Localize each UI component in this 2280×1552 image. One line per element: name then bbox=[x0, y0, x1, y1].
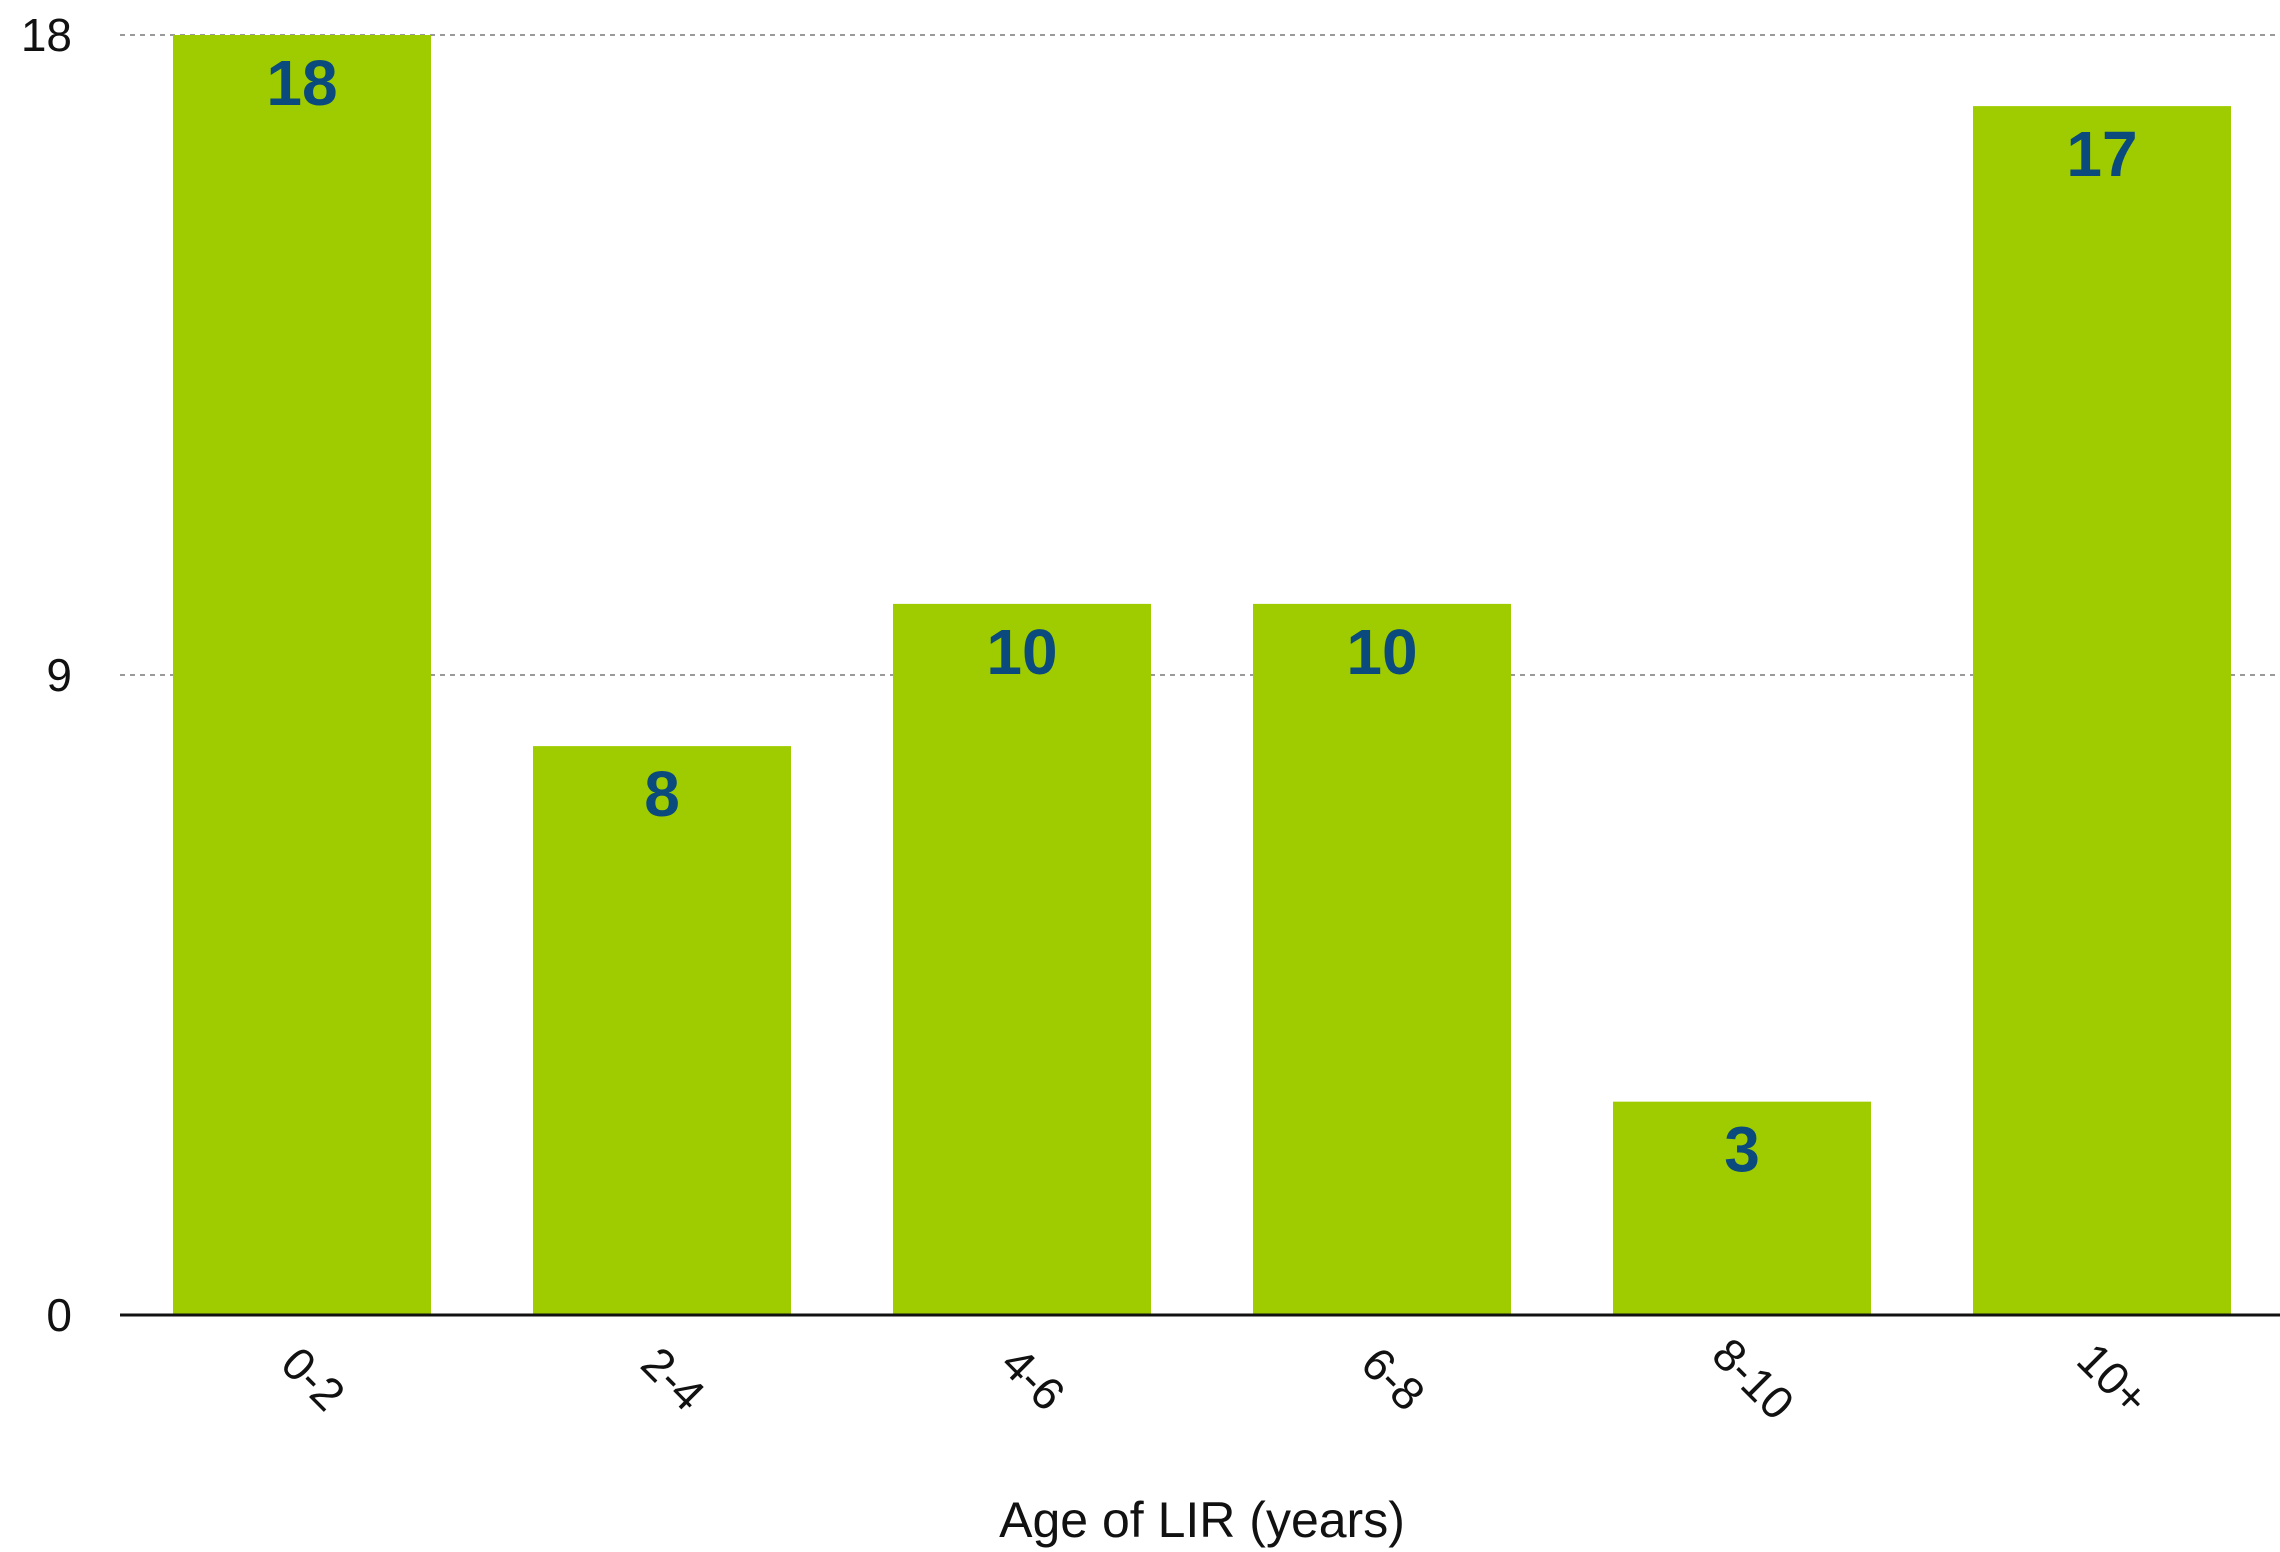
bar-10+ bbox=[1973, 106, 2231, 1316]
y-tick-label: 0 bbox=[46, 1289, 72, 1341]
data-label-8-10: 3 bbox=[1724, 1114, 1760, 1186]
data-labels: 18 8 10 10 3 17 bbox=[266, 47, 2137, 1186]
y-tick-label: 9 bbox=[46, 649, 72, 701]
gridlines bbox=[120, 34, 2280, 676]
bar-0-2 bbox=[173, 35, 431, 1315]
x-tick-label-4-6: 4-6 bbox=[991, 1337, 1075, 1421]
data-label-2-4: 8 bbox=[644, 758, 680, 830]
x-axis-title: Age of LIR (years) bbox=[999, 1492, 1405, 1548]
data-label-10+: 17 bbox=[2066, 118, 2137, 190]
bar-4-6 bbox=[893, 603, 1151, 1315]
y-tick-label: 18 bbox=[21, 9, 72, 61]
bar-8-10 bbox=[1613, 1101, 1871, 1315]
x-tick-label-10+: 10+ bbox=[2067, 1333, 2159, 1425]
bars bbox=[173, 35, 2231, 1316]
x-tick-label-2-4: 2-4 bbox=[631, 1337, 715, 1421]
data-label-4-6: 10 bbox=[986, 616, 1057, 688]
x-tick-label-8-10: 8-10 bbox=[1702, 1328, 1804, 1430]
x-tick-label-0-2: 0-2 bbox=[271, 1337, 355, 1421]
data-label-0-2: 18 bbox=[266, 47, 337, 119]
data-label-6-8: 10 bbox=[1346, 616, 1417, 688]
x-tick-label-6-8: 6-8 bbox=[1351, 1337, 1435, 1421]
bar-2-4 bbox=[533, 746, 791, 1315]
bar-6-8 bbox=[1253, 603, 1511, 1315]
